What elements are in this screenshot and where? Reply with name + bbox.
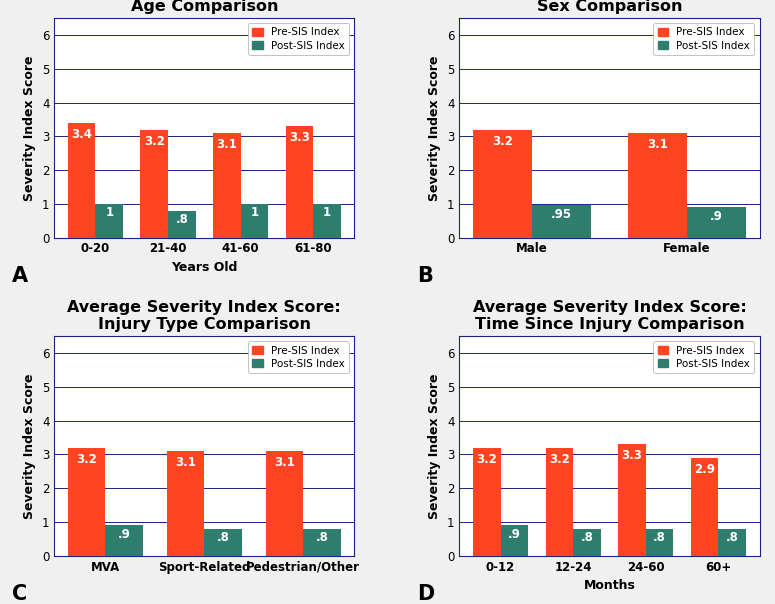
- Legend: Pre-SIS Index, Post-SIS Index: Pre-SIS Index, Post-SIS Index: [248, 341, 350, 373]
- Bar: [205, 528, 242, 556]
- Text: .8: .8: [725, 531, 739, 544]
- Bar: [473, 448, 501, 556]
- Text: 1: 1: [250, 206, 258, 219]
- Y-axis label: Severity Index Score: Severity Index Score: [23, 373, 36, 519]
- Text: 3.2: 3.2: [549, 453, 570, 466]
- Text: 3.4: 3.4: [71, 128, 92, 141]
- Bar: [718, 528, 746, 556]
- Bar: [168, 211, 195, 237]
- Bar: [546, 448, 574, 556]
- Bar: [105, 525, 143, 556]
- Bar: [628, 133, 687, 237]
- Text: 3.2: 3.2: [76, 453, 97, 466]
- Bar: [285, 126, 313, 237]
- Legend: Pre-SIS Index, Post-SIS Index: Pre-SIS Index, Post-SIS Index: [248, 24, 350, 55]
- Text: .95: .95: [551, 208, 572, 221]
- Y-axis label: Severity Index Score: Severity Index Score: [429, 55, 442, 201]
- Text: 3.1: 3.1: [175, 456, 196, 469]
- Bar: [68, 123, 95, 237]
- Text: .8: .8: [175, 213, 188, 226]
- Bar: [303, 528, 341, 556]
- Text: .9: .9: [710, 210, 723, 222]
- Bar: [140, 129, 168, 237]
- Bar: [240, 204, 268, 237]
- Text: B: B: [418, 266, 433, 286]
- Bar: [646, 528, 673, 556]
- Text: 3.1: 3.1: [647, 138, 668, 151]
- Text: .9: .9: [118, 528, 131, 541]
- Legend: Pre-SIS Index, Post-SIS Index: Pre-SIS Index, Post-SIS Index: [653, 341, 754, 373]
- Text: 1: 1: [323, 206, 331, 219]
- Title: Average Severity Index Score:
Age Comparison: Average Severity Index Score: Age Compar…: [67, 0, 341, 14]
- X-axis label: Months: Months: [584, 579, 636, 592]
- Bar: [68, 448, 105, 556]
- Bar: [266, 451, 303, 556]
- Text: 3.3: 3.3: [289, 131, 310, 144]
- Text: .8: .8: [580, 531, 594, 544]
- Text: .9: .9: [508, 528, 521, 541]
- Bar: [687, 207, 746, 237]
- Bar: [618, 445, 646, 556]
- X-axis label: Years Old: Years Old: [171, 261, 237, 274]
- Y-axis label: Severity Index Score: Severity Index Score: [429, 373, 442, 519]
- Bar: [574, 528, 601, 556]
- Bar: [167, 451, 205, 556]
- Text: 2.9: 2.9: [694, 463, 715, 476]
- Bar: [213, 133, 240, 237]
- Text: 3.1: 3.1: [216, 138, 237, 151]
- Bar: [532, 205, 591, 237]
- Text: C: C: [12, 584, 27, 604]
- Text: 1: 1: [105, 206, 113, 219]
- Text: 3.2: 3.2: [492, 135, 513, 147]
- Text: D: D: [418, 584, 435, 604]
- Bar: [691, 458, 718, 556]
- Text: .8: .8: [653, 531, 666, 544]
- Bar: [95, 204, 123, 237]
- Y-axis label: Severity Index Score: Severity Index Score: [23, 55, 36, 201]
- Text: 3.2: 3.2: [477, 453, 498, 466]
- Title: Average Severity Index Score:
Sex Comparison: Average Severity Index Score: Sex Compar…: [473, 0, 746, 14]
- Text: .8: .8: [315, 531, 329, 544]
- Text: 3.1: 3.1: [274, 456, 294, 469]
- Text: .8: .8: [217, 531, 229, 544]
- Text: 3.3: 3.3: [622, 449, 642, 462]
- Text: A: A: [12, 266, 29, 286]
- Title: Average Severity Index Score:
Injury Type Comparison: Average Severity Index Score: Injury Typ…: [67, 300, 341, 332]
- Legend: Pre-SIS Index, Post-SIS Index: Pre-SIS Index, Post-SIS Index: [653, 24, 754, 55]
- Text: 3.2: 3.2: [144, 135, 164, 147]
- Bar: [313, 204, 341, 237]
- Bar: [501, 525, 529, 556]
- Bar: [473, 129, 532, 237]
- Title: Average Severity Index Score:
Time Since Injury Comparison: Average Severity Index Score: Time Since…: [473, 300, 746, 332]
